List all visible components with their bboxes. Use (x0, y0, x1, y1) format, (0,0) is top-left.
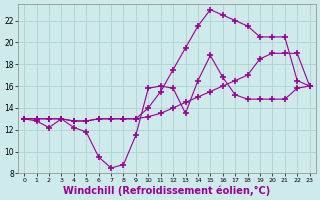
X-axis label: Windchill (Refroidissement éolien,°C): Windchill (Refroidissement éolien,°C) (63, 185, 270, 196)
